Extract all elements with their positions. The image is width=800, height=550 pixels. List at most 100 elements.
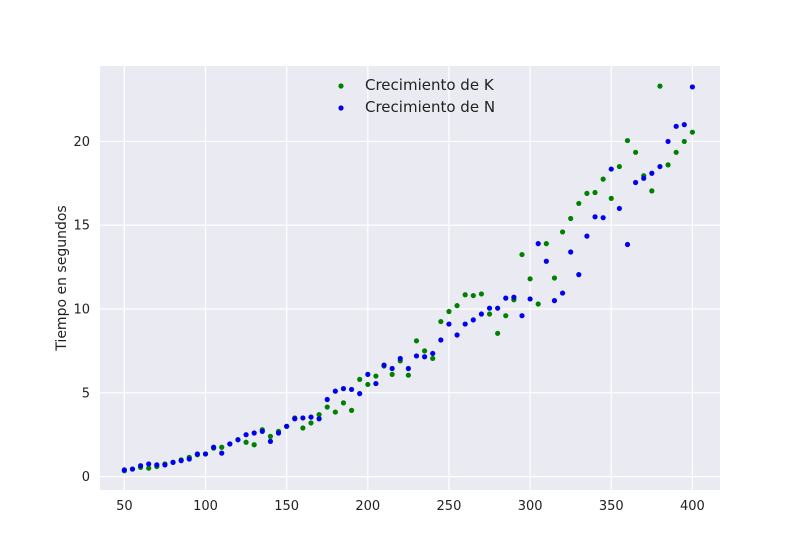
data-point-n [235,437,241,443]
data-point-k [657,83,663,89]
x-tick-label: 200 [355,499,380,514]
data-point-n [430,350,436,357]
data-point-k [365,381,371,388]
data-point-n [211,444,217,450]
data-point-n [146,461,152,467]
data-point-n [438,337,444,343]
data-point-n [665,138,671,145]
data-point-n [373,380,379,387]
plot-area [100,66,720,490]
y-tick-label: 15 [73,219,90,234]
x-tick-label: 400 [680,499,705,514]
data-point-n [275,430,282,436]
data-point-n [389,365,395,372]
data-point-n [202,451,209,457]
data-point-n [568,249,574,255]
data-point-n [551,298,558,304]
data-point-k [608,195,614,201]
legend-label-k: Crecimiento de K [365,76,495,94]
data-point-n [357,391,363,397]
data-point-n [413,353,420,359]
data-point-n [689,84,696,90]
data-point-k [219,444,225,450]
data-point-k [308,420,314,426]
data-point-n [616,205,622,212]
data-point-n [129,466,136,472]
y-tick-label: 0 [82,470,90,485]
data-point-n [292,416,298,422]
y-axis-label: Tiempo en segundos [54,205,70,351]
data-point-k [243,439,249,445]
data-point-k [430,355,436,362]
data-point-k [462,292,468,298]
data-point-k [584,190,590,196]
data-point-k [446,308,452,315]
data-point-n [340,386,347,392]
data-point-n [641,175,647,181]
data-point-k [624,137,631,144]
data-point-k [600,176,606,182]
data-point-k [470,292,476,299]
data-point-k [681,138,687,145]
data-point-k [486,311,493,317]
x-tick-label: 150 [274,499,299,514]
data-point-k [592,189,598,196]
data-point-n [511,294,517,300]
data-point-n [624,241,631,248]
y-tick-label: 10 [73,303,90,318]
data-point-n [422,354,428,360]
data-point-n [186,456,192,462]
y-axis-ticks: 0 5 10 15 20 [73,135,90,485]
data-point-n [446,321,452,327]
data-point-n [316,416,322,422]
data-point-n [170,459,176,465]
data-point-k [438,318,444,325]
legend-marker-k [338,83,344,89]
legend: Crecimiento de K Crecimiento de N [338,76,495,116]
data-point-k [146,465,152,471]
data-point-n [251,430,257,436]
data-point-n [178,458,184,464]
data-point-n [284,423,290,429]
data-point-n [559,290,566,296]
data-point-k [495,330,501,336]
data-point-k [332,409,338,415]
data-point-k [673,149,679,155]
data-point-n [365,371,371,377]
data-point-n [633,179,639,186]
data-point-n [681,122,687,128]
data-point-k [357,376,363,382]
data-point-n [308,414,314,420]
data-point-n [495,305,501,311]
data-point-k [389,371,395,377]
data-point-n [649,170,655,176]
y-tick-label: 20 [73,135,90,150]
data-point-n [600,215,606,221]
x-tick-label: 50 [116,499,133,514]
x-tick-label: 100 [193,499,218,514]
data-point-n [300,415,306,421]
data-point-k [251,442,257,448]
data-point-k [519,251,525,258]
data-point-n [657,163,663,170]
y-tick-label: 5 [82,386,90,401]
data-point-k [649,188,655,194]
data-point-k [267,433,274,439]
data-point-n [194,451,200,457]
data-point-k [576,200,582,207]
data-point-n [154,462,160,468]
data-point-n [527,296,533,302]
data-point-n [462,321,468,327]
x-axis-ticks: 50 100 150 200 250 300 350 400 [116,499,705,514]
data-point-n [243,432,249,438]
data-point-n [673,123,679,129]
data-point-n [259,428,265,434]
data-point-n [543,258,549,264]
data-point-k [373,373,379,379]
data-point-k [340,400,347,406]
data-point-k [324,404,330,410]
data-point-k [559,229,566,235]
data-point-n [478,311,485,317]
data-point-k [665,162,671,168]
data-point-k [543,241,549,247]
